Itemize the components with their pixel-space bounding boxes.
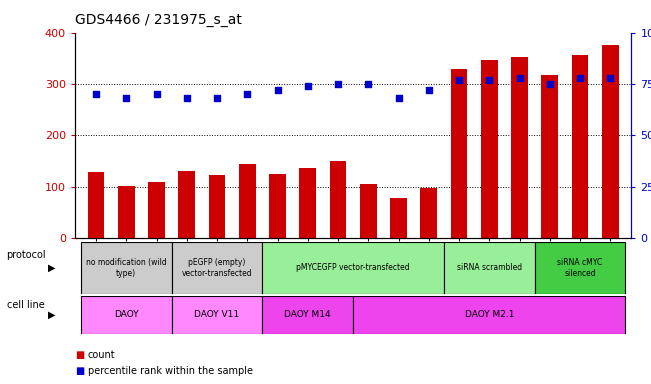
Bar [481,60,497,238]
Bar [148,182,165,238]
Point [363,81,374,87]
Point [454,77,464,83]
Text: siRNA scrambled: siRNA scrambled [457,263,522,272]
Text: DAOY: DAOY [114,310,139,319]
Text: DAOY M14: DAOY M14 [284,310,331,319]
Bar [299,168,316,238]
Bar [572,55,589,238]
Text: pEGFP (empty)
vector-transfected: pEGFP (empty) vector-transfected [182,258,253,278]
Bar [172,296,262,334]
Point [605,75,615,81]
Point [121,95,132,101]
Bar [81,242,172,294]
Text: ▶: ▶ [48,263,55,273]
Text: no modification (wild
type): no modification (wild type) [86,258,167,278]
Text: ▶: ▶ [48,310,55,320]
Bar [450,69,467,238]
Bar [329,161,346,238]
Bar [534,242,626,294]
Bar [262,242,444,294]
Text: pMYCEGFP vector-transfected: pMYCEGFP vector-transfected [296,263,410,272]
Bar [542,75,558,238]
Point [484,77,495,83]
Text: protocol: protocol [7,250,46,260]
Text: siRNA cMYC
silenced: siRNA cMYC silenced [557,258,603,278]
Bar [88,172,104,238]
Point [91,91,102,98]
Bar [81,296,172,334]
Text: DAOY V11: DAOY V11 [195,310,240,319]
Point [575,75,585,81]
Bar [444,242,534,294]
Point [182,95,192,101]
Bar [209,175,225,238]
Text: percentile rank within the sample: percentile rank within the sample [88,366,253,376]
Bar [602,45,618,238]
Point [272,87,283,93]
Bar [239,164,256,238]
Bar [270,174,286,238]
Text: ■: ■ [75,350,84,360]
Point [424,87,434,93]
Text: cell line: cell line [7,300,44,310]
Point [212,95,222,101]
Bar [262,296,353,334]
Bar [360,184,377,238]
Point [151,91,161,98]
Bar [353,296,626,334]
Text: DAOY M2.1: DAOY M2.1 [465,310,514,319]
Bar [390,198,407,238]
Point [242,91,253,98]
Bar [178,171,195,238]
Bar [118,186,135,238]
Point [514,75,525,81]
Bar [421,188,437,238]
Bar [172,242,262,294]
Point [545,81,555,87]
Text: count: count [88,350,115,360]
Point [303,83,313,89]
Point [393,95,404,101]
Text: ■: ■ [75,366,84,376]
Point [333,81,343,87]
Bar [511,57,528,238]
Text: GDS4466 / 231975_s_at: GDS4466 / 231975_s_at [75,13,242,27]
